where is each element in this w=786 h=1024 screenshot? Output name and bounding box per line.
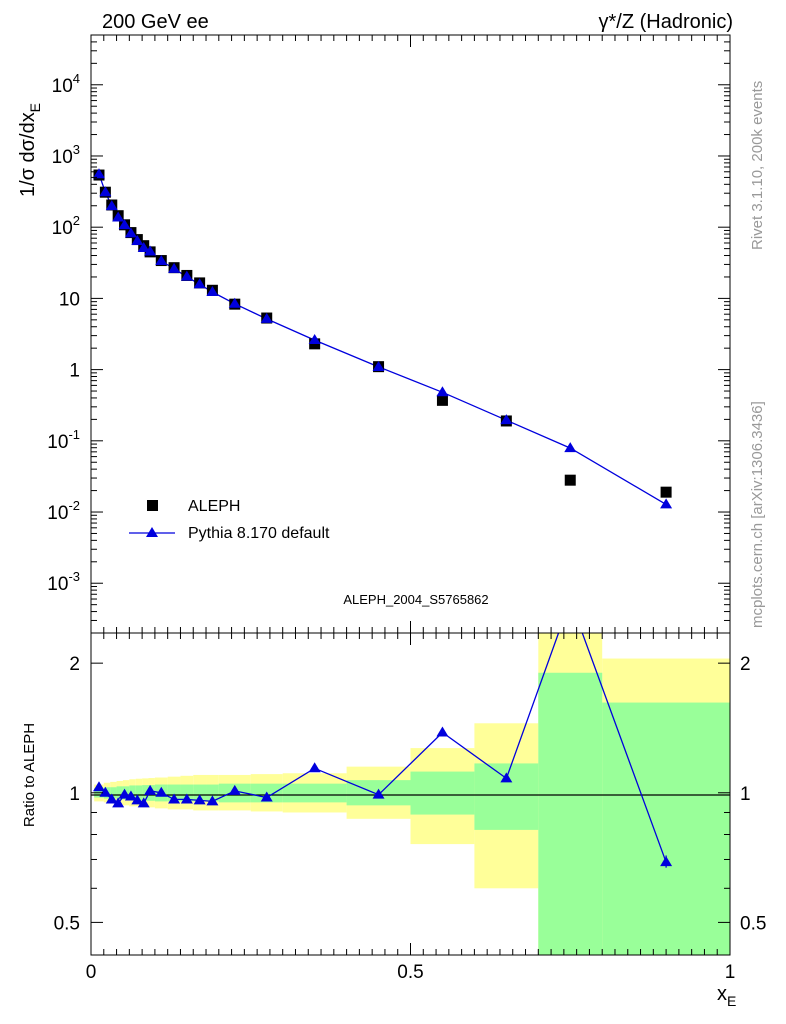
mc-point-main (436, 386, 449, 397)
mc-point-ratio (372, 788, 385, 799)
mc-line-main (98, 173, 667, 505)
main-y-axis-title: 1/σ dσ/dxE (17, 103, 43, 197)
mc-point-ratio (564, 594, 576, 604)
ratio-band-inner (538, 672, 603, 955)
ratio-band-inner (129, 785, 136, 801)
mc-point-ratio (168, 793, 181, 804)
legend-label-pythia: Pythia 8.170 default (188, 525, 330, 542)
mc-point-main (660, 498, 673, 509)
ratio-y-tick-label: 0.5 (54, 913, 80, 934)
mc-point-ratio (193, 794, 206, 805)
rivet-version-label: Rivet 3.1.10, 200k events (749, 81, 766, 250)
ratio-y-axis-title: Ratio to ALEPH (21, 723, 38, 827)
mc-point-ratio (144, 784, 157, 795)
mc-point-ratio (124, 790, 137, 801)
mc-point-main (92, 168, 105, 179)
mc-point-ratio (137, 797, 150, 808)
mc-point-ratio (260, 791, 273, 802)
legend-label-aleph: ALEPH (188, 498, 240, 515)
ratio-band-inner (206, 784, 219, 802)
ratio-panel: 0 0.5 1 0.5 0.5 1 1 2 2 Ratio to ALEPH xE (21, 594, 766, 1009)
mc-point-ratio (206, 795, 219, 806)
ratio-band-inner (193, 784, 207, 802)
main-y-tick-label: 103 (52, 142, 80, 168)
mc-point-ratio (228, 784, 241, 795)
analysis-watermark: ALEPH_2004_S5765862 (343, 592, 488, 607)
ratio-y-tick-label-right: 1 (740, 784, 751, 805)
mc-point-ratio (112, 797, 125, 808)
ratio-band-inner (110, 787, 117, 799)
main-y-tick-label: 104 (52, 71, 80, 97)
mc-point-ratio (105, 793, 118, 804)
mc-point-main (168, 262, 181, 273)
mc-point-ratio (118, 788, 131, 799)
mcplots-label: mcplots.cern.ch [arXiv:1306.3436] (749, 401, 766, 628)
legend: ALEPH Pythia 8.170 default (129, 498, 330, 542)
mc-point-main (131, 234, 144, 245)
mc-point-ratio (180, 793, 193, 804)
ratio-plot-frame (90, 632, 731, 956)
ratio-band-inner (410, 771, 475, 815)
x-tick-label: 1 (725, 962, 736, 983)
mc-point-main (124, 227, 137, 238)
mc-point-main (118, 219, 131, 230)
legend-marker-pythia (146, 527, 158, 537)
mc-point-main (228, 297, 241, 308)
mc-point-main (137, 242, 150, 253)
mc-point-ratio (660, 856, 673, 867)
mc-point-main (308, 334, 321, 345)
mc-point-ratio (436, 726, 449, 737)
main-plot-frame (90, 34, 731, 634)
mc-point-main (260, 312, 273, 323)
ratio-y-tick-label: 2 (69, 654, 80, 675)
mc-point-main (180, 270, 193, 281)
header-left-label: 200 GeV ee (102, 11, 209, 33)
mc-point-main (372, 360, 385, 371)
aleph-data-point (564, 474, 576, 486)
mc-point-ratio (500, 772, 513, 783)
mc-point-main (144, 245, 157, 256)
mc-point-main (500, 414, 513, 425)
mc-point-ratio (92, 781, 105, 792)
mc-point-ratio (308, 762, 321, 773)
mc-point-main (99, 186, 112, 197)
ratio-band-inner (282, 783, 347, 803)
ratio-band-inner (116, 786, 123, 800)
mc-point-ratio (99, 786, 112, 797)
main-panel: 10-3 10-2 10-1 1 10 102 103 104 ALEPH_2004_S576… (17, 34, 731, 634)
main-y-tick-label: 102 (52, 213, 80, 239)
aleph-data-point (436, 394, 448, 406)
ratio-band-inner (180, 784, 194, 802)
mc-point-main (155, 255, 168, 266)
main-y-tick-label: 10-1 (47, 427, 80, 453)
x-tick-label: 0 (86, 962, 97, 983)
ratio-y-tick-label-right: 2 (740, 654, 751, 675)
main-y-tick-label: 10-3 (47, 569, 80, 595)
mc-point-main (564, 442, 577, 453)
aleph-data-point (660, 486, 672, 498)
mc-point-main (112, 211, 125, 222)
mc-point-ratio (131, 794, 144, 805)
mc-point-main (193, 278, 206, 289)
x-axis-title: xE (717, 983, 736, 1009)
ratio-y-tick-label-right: 0.5 (740, 913, 766, 934)
legend-marker-aleph (147, 500, 158, 511)
x-tick-label: 0.5 (397, 962, 423, 983)
header-right-label: γ*/Z (Hadronic) (599, 11, 733, 33)
mc-line-ratio (98, 633, 667, 863)
main-y-tick-label: 10 (59, 289, 80, 310)
mc-point-ratio (155, 786, 168, 797)
mc-point-main (206, 285, 219, 296)
ratio-y-tick-label: 1 (69, 784, 80, 805)
mc-point-main (105, 200, 118, 211)
ratio-band-inner (135, 785, 143, 801)
main-y-tick-label: 1 (69, 361, 80, 382)
main-y-tick-label: 10-2 (47, 498, 80, 524)
